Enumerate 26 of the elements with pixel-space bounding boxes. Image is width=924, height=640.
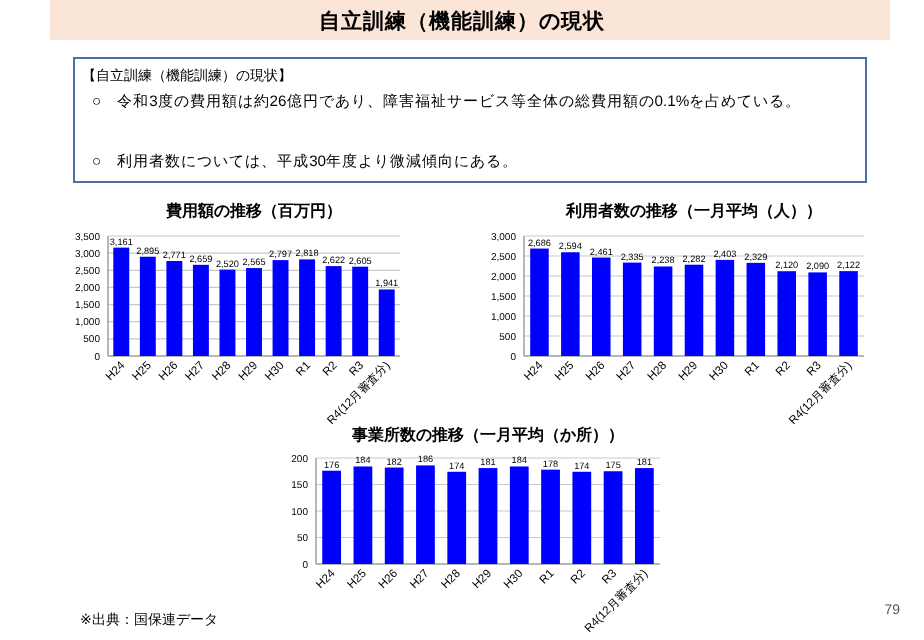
bar (192, 264, 209, 356)
bar (378, 289, 395, 356)
bar (272, 260, 289, 356)
bar (653, 266, 673, 356)
bar (592, 257, 611, 356)
bar (246, 268, 262, 356)
bar (352, 266, 369, 356)
bar (746, 262, 766, 356)
bar (219, 269, 236, 356)
bar (113, 247, 130, 356)
chart-title: 利用者数の推移（一月平均（人）） (564, 202, 822, 220)
chart-title: 事業所数の推移（一月平均（か所）） (350, 426, 624, 444)
bar (299, 259, 316, 356)
bar (839, 271, 858, 356)
bar (139, 256, 156, 356)
chart-title: 費用額の推移（百万円） (164, 202, 342, 220)
bar (684, 264, 704, 356)
bar (325, 266, 342, 356)
bar (530, 248, 549, 356)
bar (808, 272, 827, 356)
bar (777, 271, 796, 356)
bar (166, 260, 183, 356)
text: 自立訓練（機能訓練）の現状 (319, 8, 607, 34)
bar (561, 252, 580, 356)
bar (622, 262, 642, 356)
bar (715, 259, 735, 356)
